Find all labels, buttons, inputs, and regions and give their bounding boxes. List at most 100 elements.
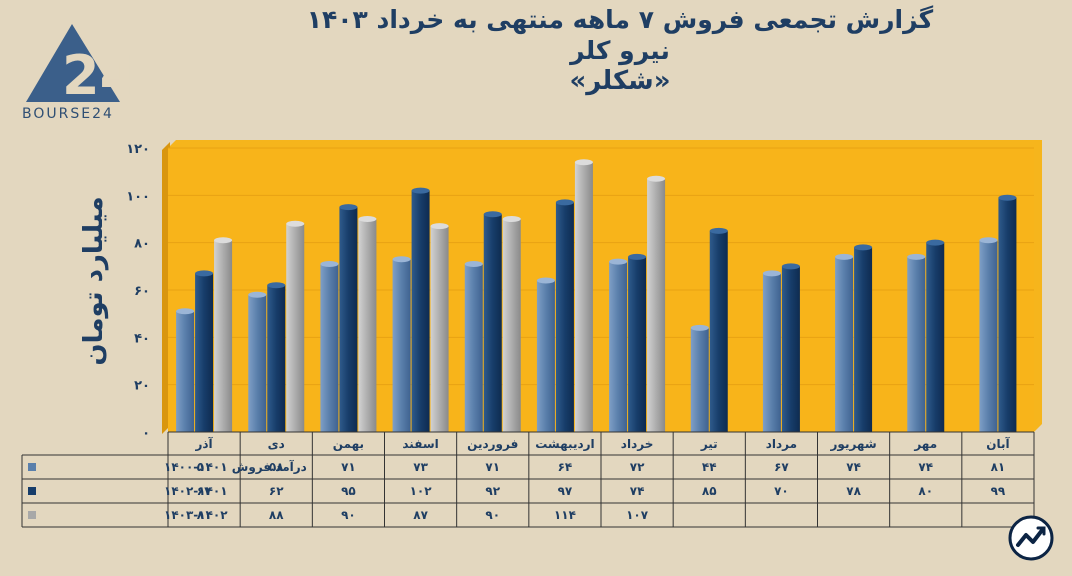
bourse24-logo: 24 xyxy=(26,24,130,107)
bar-top-1-5 xyxy=(555,199,574,206)
data-label: ۶۷ xyxy=(197,484,212,498)
bar-1-3 xyxy=(411,190,430,432)
bar-2-0 xyxy=(214,240,233,432)
data-label: ۹۵ xyxy=(341,484,356,498)
bar-top-2-6 xyxy=(647,175,666,182)
y-tick-label: ۲۰ xyxy=(134,379,150,394)
data-label: ۵۸ xyxy=(269,460,284,474)
chart-title-block: گزارش تجمعی فروش ۷ ماهه منتهی به خرداد ۱… xyxy=(300,4,940,97)
bar-top-2-3 xyxy=(430,223,449,230)
bar-top-1-10 xyxy=(926,239,945,246)
bar-top-2-5 xyxy=(574,159,593,166)
category-label: شهریور xyxy=(830,437,877,452)
bar-top-0-9 xyxy=(835,253,854,260)
y-tick-label: ۰ xyxy=(142,426,150,441)
data-label: ۱۰۷ xyxy=(626,508,649,522)
y-tick-label: ۴۰ xyxy=(134,331,150,346)
bar-top-0-2 xyxy=(320,260,339,267)
trend-icon xyxy=(1008,515,1054,561)
data-label: ۴۴ xyxy=(702,460,717,474)
data-label: ۷۴ xyxy=(630,484,645,498)
data-label: ۷۴ xyxy=(846,460,861,474)
bar-0-1 xyxy=(248,294,267,432)
bar-1-10 xyxy=(926,242,945,432)
y-tick-label: ۶۰ xyxy=(134,284,150,299)
data-label: ۷۲ xyxy=(630,460,645,474)
legend-swatch-0 xyxy=(28,463,36,471)
bar-0-11 xyxy=(979,240,998,432)
data-label: ۹۰ xyxy=(485,508,500,522)
bar-top-1-2 xyxy=(339,204,358,211)
data-label: ۶۷ xyxy=(774,460,789,474)
bar-top-2-1 xyxy=(286,220,305,227)
bar-1-0 xyxy=(195,273,214,432)
bar-top-0-0 xyxy=(176,308,195,315)
bar-top-0-4 xyxy=(464,260,483,267)
bar-top-0-5 xyxy=(536,277,555,284)
bar-top-2-2 xyxy=(358,216,377,222)
data-label: ۶۴ xyxy=(558,460,573,474)
bar-0-9 xyxy=(835,256,854,432)
svg-text:24: 24 xyxy=(62,44,130,107)
bar-top-1-4 xyxy=(483,211,502,218)
category-label: اسفند xyxy=(402,437,438,451)
bar-top-0-6 xyxy=(609,258,628,265)
bar-1-11 xyxy=(998,197,1017,432)
legend-label-2: ۱۴۰۳-۱۴۰۲ xyxy=(164,508,228,522)
legend-label-1: ۱۴۰۲-۱۴۰۱ xyxy=(164,484,228,498)
bar-1-9 xyxy=(854,247,873,432)
data-label: ۷۸ xyxy=(846,484,861,498)
bar-top-1-0 xyxy=(195,270,214,277)
bar-2-4 xyxy=(502,219,521,432)
bar-top-1-11 xyxy=(998,194,1017,201)
data-label: ۷۳ xyxy=(413,460,428,474)
data-label: ۸۰ xyxy=(918,484,933,498)
bar-1-8 xyxy=(781,266,800,432)
data-label: ۱۱۴ xyxy=(554,508,576,522)
category-label: اردیبهشت xyxy=(535,437,594,451)
category-label: خرداد xyxy=(621,437,654,451)
data-label: ۹۰ xyxy=(341,508,356,522)
bar-top-0-10 xyxy=(907,253,926,260)
bar-1-2 xyxy=(339,207,358,432)
category-label: بهمن xyxy=(333,437,364,451)
bar-0-0 xyxy=(176,311,195,432)
category-label: مرداد xyxy=(766,437,797,451)
category-label: مهر xyxy=(913,437,937,451)
bar-2-5 xyxy=(574,162,593,432)
data-label: ۹۷ xyxy=(558,484,573,498)
chart-subtitle-company: نیرو کلر xyxy=(570,36,670,65)
bar-1-5 xyxy=(555,202,574,432)
category-label: تیر xyxy=(700,437,718,451)
bar-top-0-3 xyxy=(392,256,411,263)
logo-text: BOURSE24 xyxy=(22,106,114,122)
bar-top-1-1 xyxy=(267,282,286,289)
y-tick-label: ۱۰۰ xyxy=(126,189,150,204)
data-label: ۷۰ xyxy=(774,484,789,498)
bar-0-8 xyxy=(762,273,781,432)
bar-0-2 xyxy=(320,263,339,432)
category-label: آبان xyxy=(986,436,1010,451)
data-label: ۷۱ xyxy=(341,460,356,474)
data-label: ۷۴ xyxy=(918,460,933,474)
data-label: ۸۸ xyxy=(269,508,284,522)
y-tick-label: ۸۰ xyxy=(134,237,150,252)
bar-0-5 xyxy=(536,280,555,432)
data-label: ۹۹ xyxy=(991,484,1006,498)
data-label: ۸۱ xyxy=(991,460,1006,474)
data-label: ۹۲ xyxy=(485,484,500,498)
data-label: ۱۰۲ xyxy=(410,484,433,498)
category-label: دی xyxy=(268,437,285,451)
bar-2-2 xyxy=(358,219,377,432)
chart-subtitle-symbol: «شکلر» xyxy=(569,66,671,96)
bar-top-1-6 xyxy=(628,253,647,260)
bar-top-2-4 xyxy=(502,216,521,222)
data-label: ۸۷ xyxy=(413,508,428,522)
category-label: فروردین xyxy=(467,437,518,452)
bar-1-7 xyxy=(709,230,728,432)
bar-0-6 xyxy=(609,261,628,432)
bar-0-3 xyxy=(392,259,411,432)
data-label: ۷۱ xyxy=(485,460,500,474)
bar-top-1-8 xyxy=(781,263,800,270)
y-tick-label: ۱۲۰ xyxy=(126,142,150,157)
